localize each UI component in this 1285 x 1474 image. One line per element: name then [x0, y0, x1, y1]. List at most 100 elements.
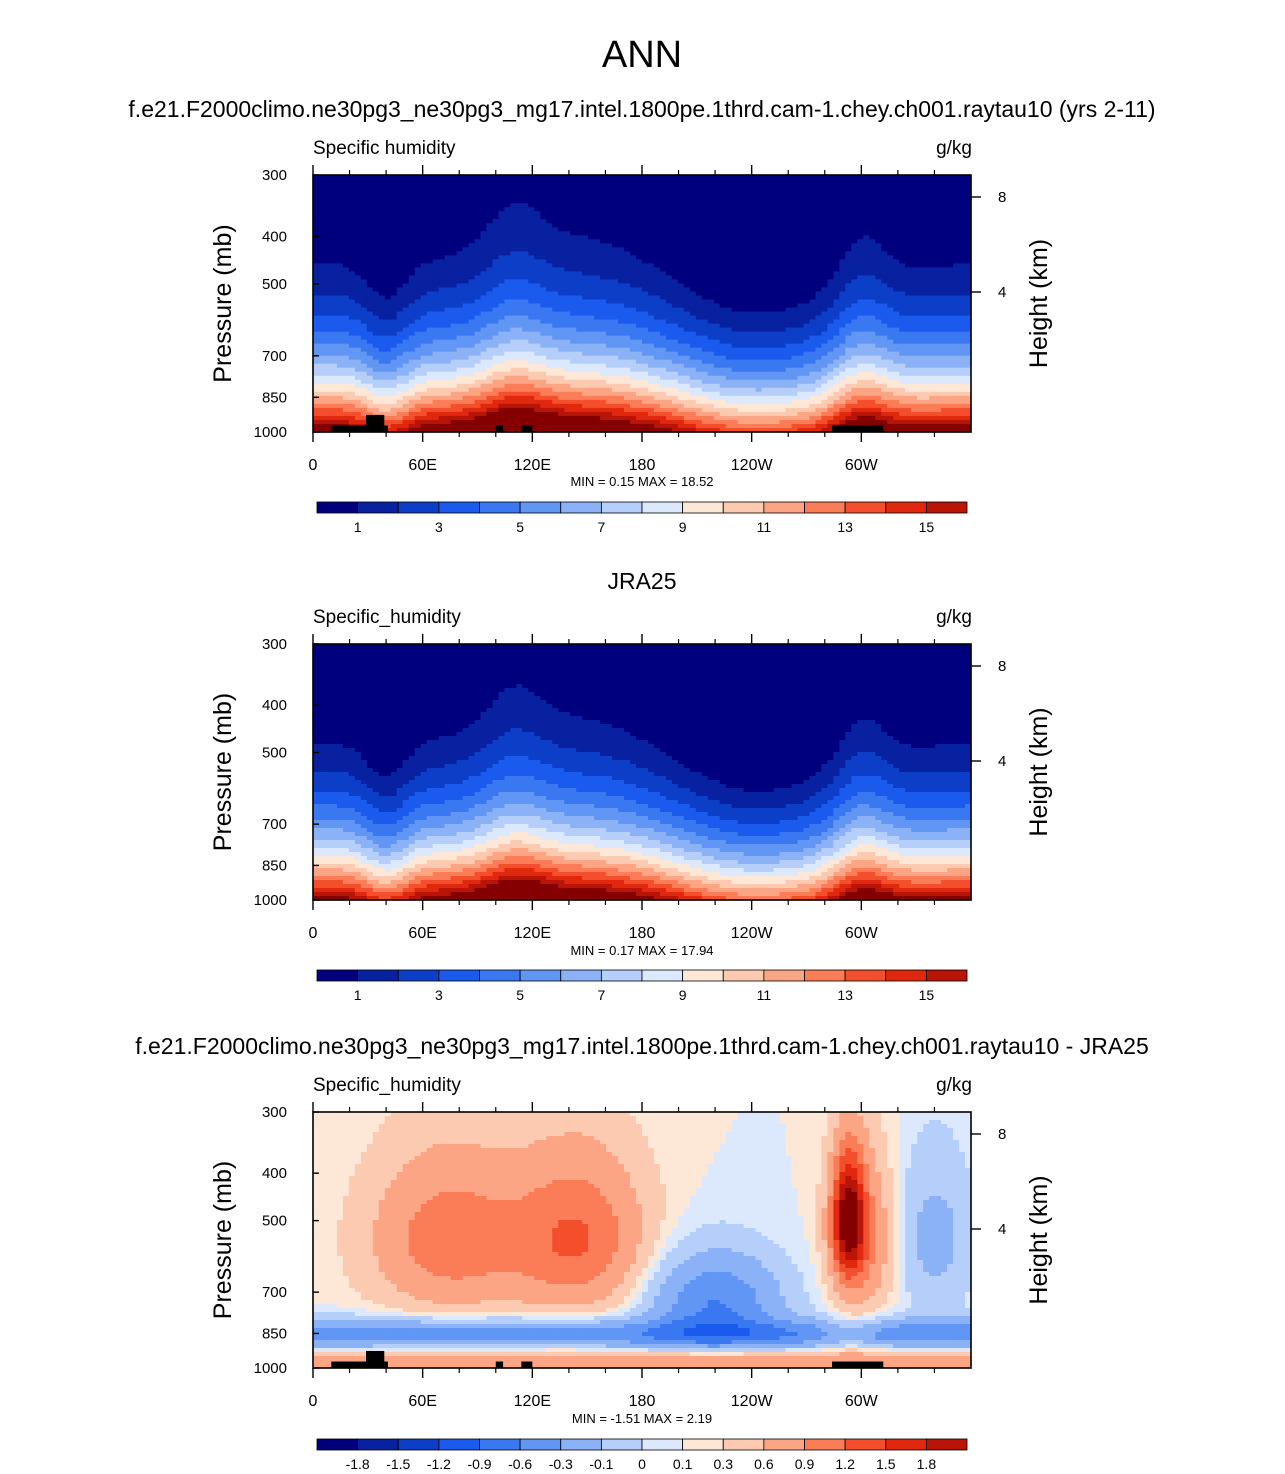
contour-cell	[594, 275, 601, 281]
contour-cell	[522, 243, 529, 248]
contour-cell	[570, 375, 577, 381]
contour-cell	[576, 303, 583, 309]
contour-cell	[570, 319, 577, 325]
contour-cell	[462, 219, 470, 224]
contour-cell	[330, 391, 338, 397]
contour-cell	[594, 379, 601, 385]
contour-cell	[624, 395, 631, 401]
contour-cell	[462, 283, 470, 289]
contour-cell	[695, 175, 703, 180]
contour-cell	[755, 195, 763, 200]
contour-cell	[600, 339, 607, 345]
contour-cell	[354, 379, 362, 385]
contour-cell	[564, 339, 571, 345]
contour-cell	[354, 179, 362, 184]
contour-cell	[438, 243, 446, 248]
contour-cell	[582, 295, 589, 301]
contour-cell	[588, 259, 595, 264]
contour-cell	[713, 375, 721, 381]
contour-cell	[348, 255, 356, 260]
contour-cell	[420, 351, 428, 357]
contour-cell	[540, 427, 547, 433]
contour-cell	[360, 251, 368, 256]
contour-cell	[707, 403, 715, 409]
contour-cell	[653, 419, 661, 425]
contour-cell	[713, 191, 721, 196]
contour-cell	[689, 199, 697, 204]
contour-cell	[534, 339, 541, 345]
contour-cell	[564, 235, 571, 240]
contour-cell	[384, 195, 392, 200]
contour-cell	[755, 275, 763, 281]
contour-cell	[689, 395, 697, 401]
contour-cell	[701, 423, 709, 429]
contour-cell	[396, 363, 404, 369]
contour-cell	[653, 203, 661, 208]
contour-cell	[558, 263, 565, 268]
contour-cell	[683, 343, 691, 349]
contour-cell	[725, 263, 733, 268]
contour-cell	[689, 351, 697, 357]
contour-cell	[552, 195, 559, 200]
contour-cell	[360, 379, 368, 385]
contour-cell	[348, 347, 356, 353]
contour-cell	[594, 291, 601, 297]
contour-cell	[324, 351, 332, 357]
contour-cell	[342, 323, 350, 329]
contour-cell	[444, 231, 452, 236]
contour-cell	[773, 411, 781, 417]
contour-cell	[671, 207, 679, 212]
contour-cell	[659, 187, 667, 192]
contour-cell	[444, 363, 452, 369]
contour-cell	[462, 287, 470, 293]
contour-cell	[653, 351, 661, 357]
contour-cell	[683, 331, 691, 337]
contour-cell	[522, 359, 529, 365]
contour-cell	[498, 415, 506, 421]
contour-cell	[564, 227, 571, 232]
contour-cell	[576, 415, 583, 421]
contour-cell	[564, 179, 571, 184]
contour-cell	[636, 331, 643, 337]
contour-cell	[630, 251, 637, 256]
contour-cell	[653, 299, 661, 305]
contour-cell	[360, 351, 368, 357]
contour-cell	[749, 211, 757, 216]
contour-cell	[462, 419, 470, 425]
contour-cell	[570, 187, 577, 192]
contour-cell	[372, 227, 380, 232]
contour-cell	[390, 411, 398, 417]
contour-cell	[707, 427, 715, 433]
contour-cell	[570, 207, 577, 212]
contour-cell	[588, 307, 595, 313]
contour-cell	[749, 407, 757, 413]
contour-cell	[576, 355, 583, 361]
contour-cell	[522, 395, 529, 401]
contour-cell	[755, 191, 763, 196]
contour-cell	[642, 287, 649, 293]
contour-cell	[761, 347, 769, 353]
contour-cell	[594, 339, 601, 345]
contour-cell	[474, 411, 482, 417]
contour-cell	[396, 279, 404, 285]
contour-cell	[372, 315, 380, 321]
contour-cell	[612, 195, 619, 200]
contour-cell	[701, 227, 709, 232]
contour-cell	[701, 351, 709, 357]
contour-cell	[480, 415, 488, 421]
contour-cell	[719, 339, 727, 345]
contour-cell	[426, 303, 434, 309]
contour-cell	[761, 363, 769, 369]
contour-cell	[330, 347, 338, 353]
contour-cell	[384, 295, 392, 301]
contour-cell	[636, 319, 643, 325]
contour-cell	[677, 295, 685, 301]
contour-cell	[444, 419, 452, 425]
contour-cell	[528, 215, 535, 220]
contour-cell	[725, 223, 733, 228]
contour-cell	[552, 343, 559, 349]
contour-cell	[564, 291, 571, 297]
contour-cell	[432, 343, 440, 349]
contour-cell	[761, 175, 769, 180]
contour-cell	[396, 287, 404, 293]
